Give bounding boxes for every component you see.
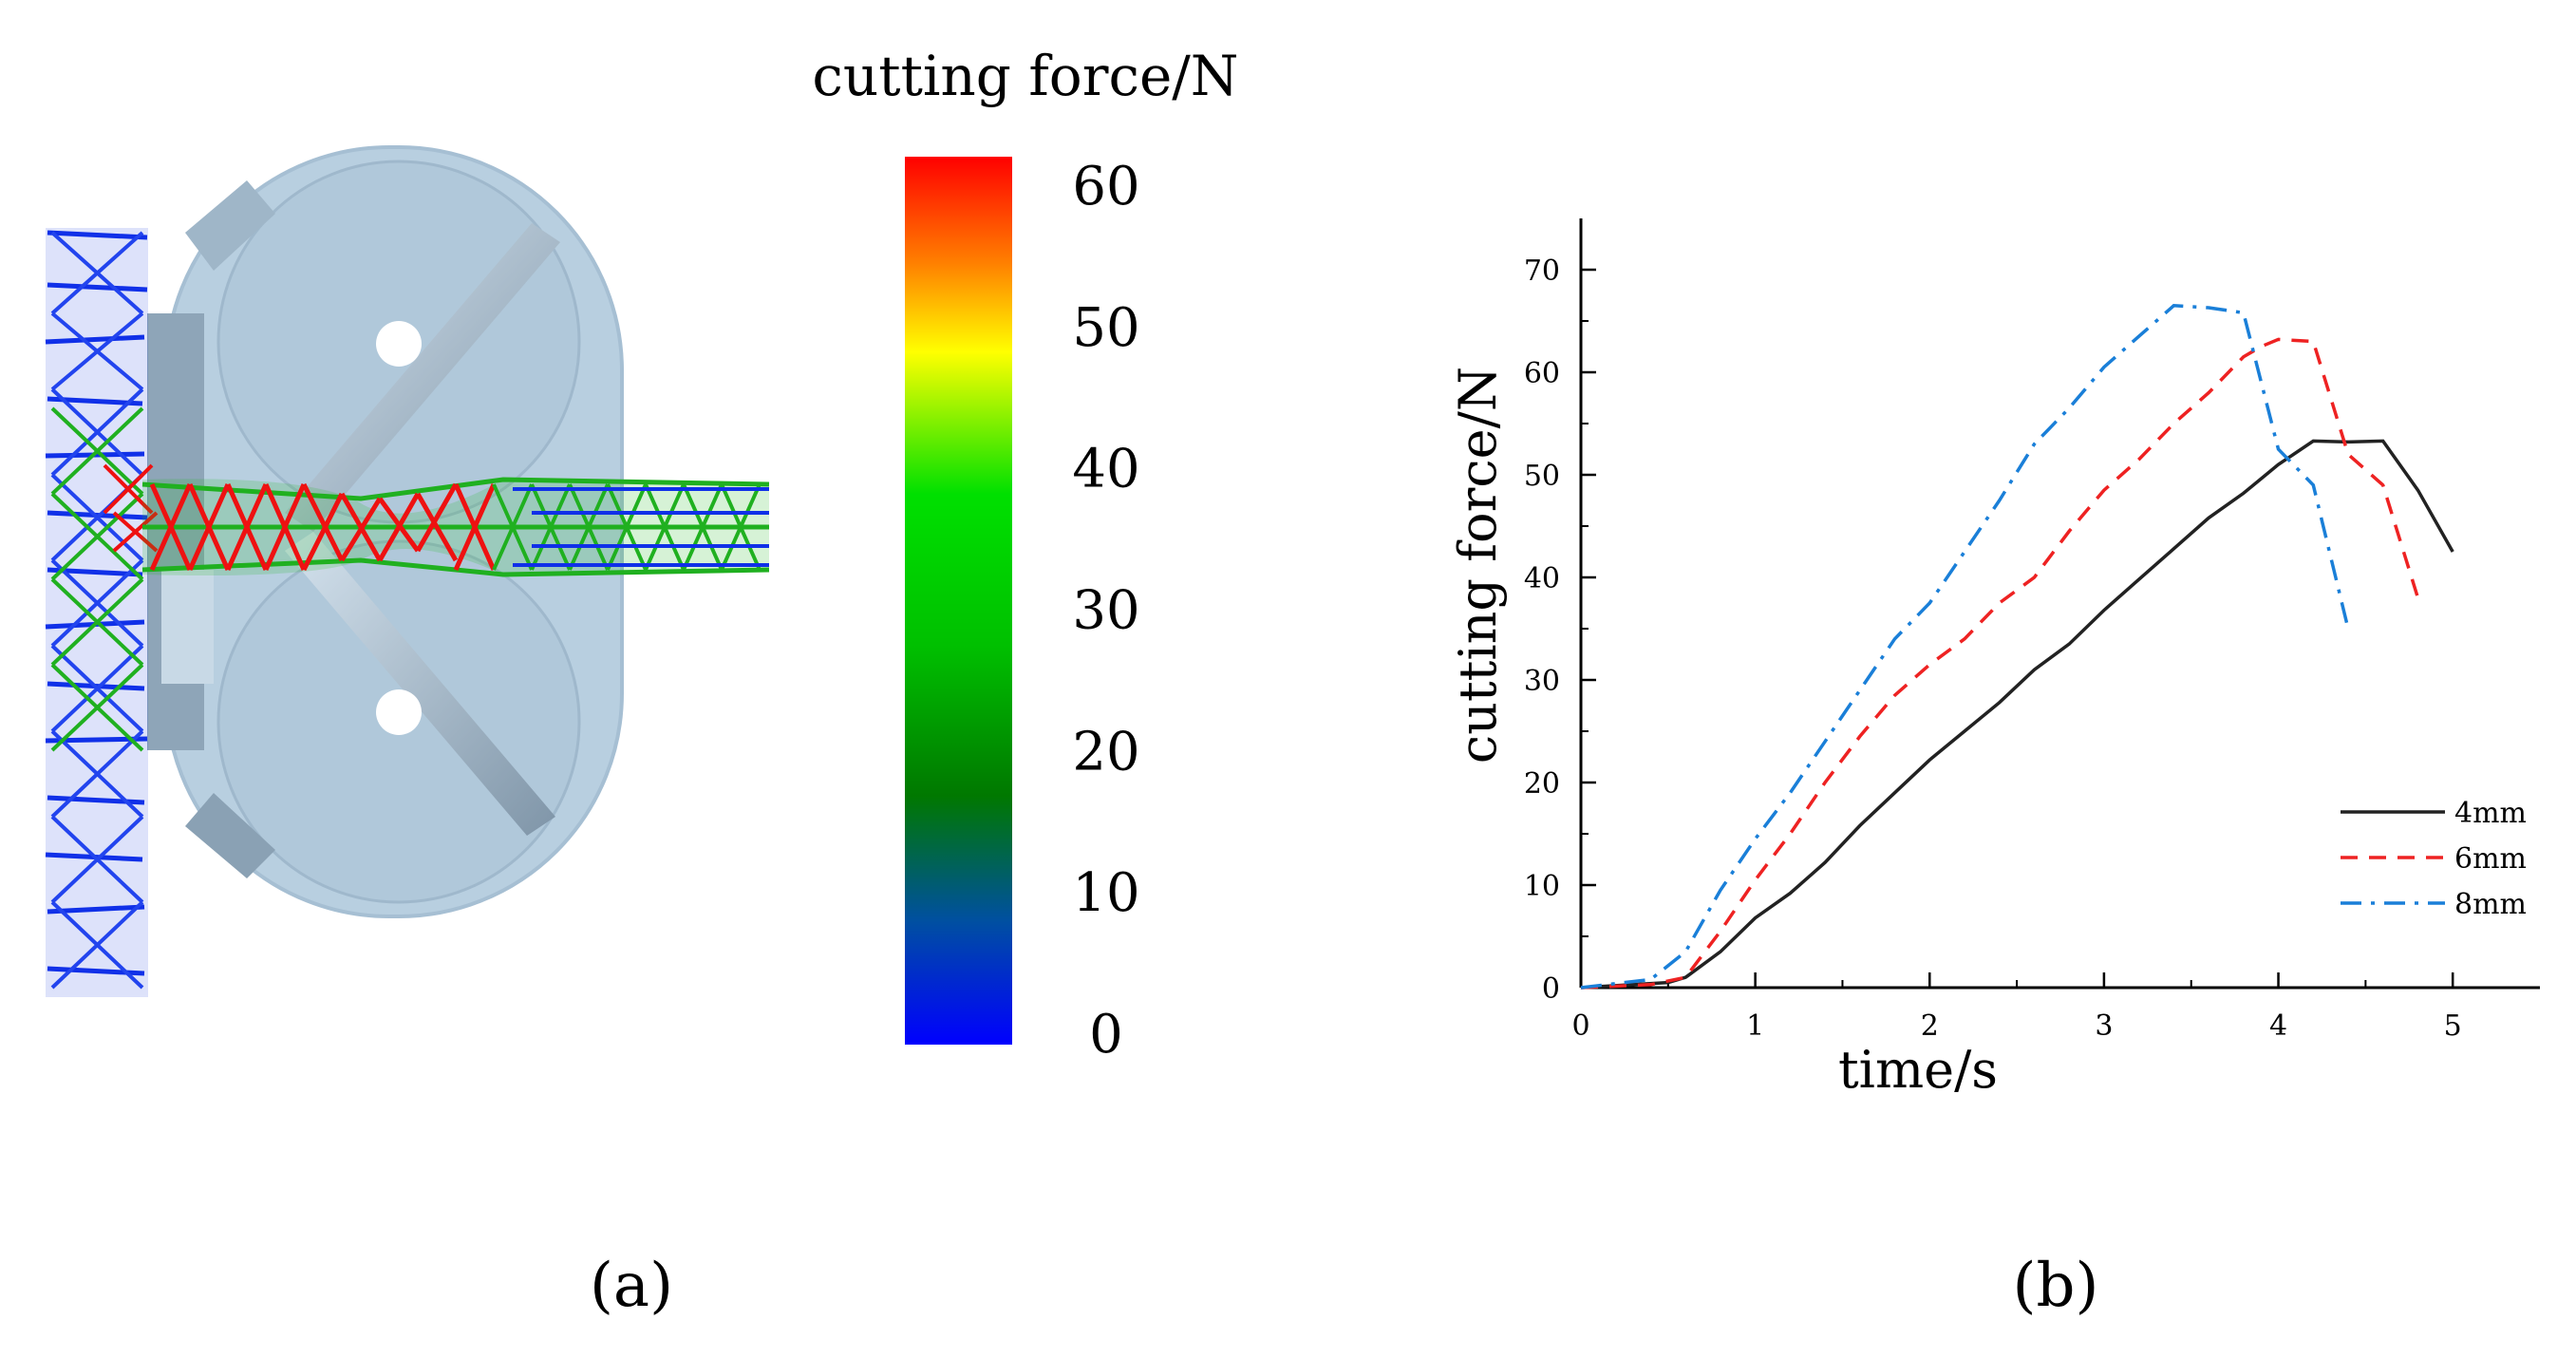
series-line-4mm (1580, 439, 2454, 990)
y-tick-label: 0 (1542, 972, 1560, 1006)
horizontal-mesh-tube (141, 477, 770, 577)
colorbar-tick-label: 20 (1072, 721, 1139, 783)
legend-label: 4mm (2454, 797, 2527, 830)
colorbar: cutting force/N 60 50 40 30 20 10 0 (812, 44, 1238, 1066)
y-tick-label: 30 (1524, 665, 1560, 698)
mount-plate (161, 570, 214, 684)
chart-series (1580, 304, 2454, 990)
top-left-tab (185, 180, 275, 271)
panel-a-cutter-model (45, 145, 770, 997)
y-tick-label: 50 (1524, 460, 1560, 493)
colorbar-tick-label: 40 (1072, 439, 1139, 500)
bottom-left-tab (185, 793, 275, 878)
x-tick-label: 2 (1921, 1009, 1939, 1043)
chart-legend: 4mm 6mm 8mm (2341, 797, 2527, 921)
colorbar-gradient (905, 157, 1012, 1045)
colorbar-tick-label: 30 (1072, 580, 1139, 642)
x-axis-label: time/s (1838, 1040, 1998, 1100)
y-tick-label: 20 (1524, 767, 1560, 801)
x-tick-label: 4 (2269, 1009, 2287, 1043)
upper-blade (285, 223, 560, 532)
legend-label: 8mm (2454, 888, 2527, 921)
y-axis-label: cutting force/N (1448, 367, 1508, 764)
colorbar-tick-label: 50 (1072, 297, 1139, 359)
colorbar-tick-label: 10 (1072, 862, 1139, 924)
colorbar-ticks: 60 50 40 30 20 10 0 (1072, 156, 1139, 1066)
x-tick-label: 3 (2095, 1009, 2113, 1043)
legend-label: 6mm (2454, 842, 2527, 876)
x-tick-label: 5 (2444, 1009, 2462, 1043)
panel-a-label: (a) (590, 1251, 673, 1321)
x-tick-label: 0 (1571, 1009, 1589, 1043)
y-tick-label: 60 (1524, 357, 1560, 390)
y-tick-label: 70 (1524, 255, 1560, 288)
colorbar-tick-label: 60 (1072, 156, 1139, 217)
y-tick-label: 40 (1524, 562, 1560, 595)
colorbar-tick-label: 0 (1089, 1004, 1123, 1066)
series-line-8mm (1580, 304, 2350, 990)
lower-hole (376, 689, 422, 735)
panel-b-label: (b) (2013, 1251, 2099, 1321)
series-line-6mm (1580, 337, 2420, 990)
colorbar-title: cutting force/N (812, 44, 1238, 108)
x-tick-label: 1 (1746, 1009, 1764, 1043)
lower-blade (285, 532, 555, 836)
vertical-mesh-tube (45, 228, 159, 997)
y-tick-label: 10 (1524, 870, 1560, 903)
upper-hole (376, 321, 422, 367)
